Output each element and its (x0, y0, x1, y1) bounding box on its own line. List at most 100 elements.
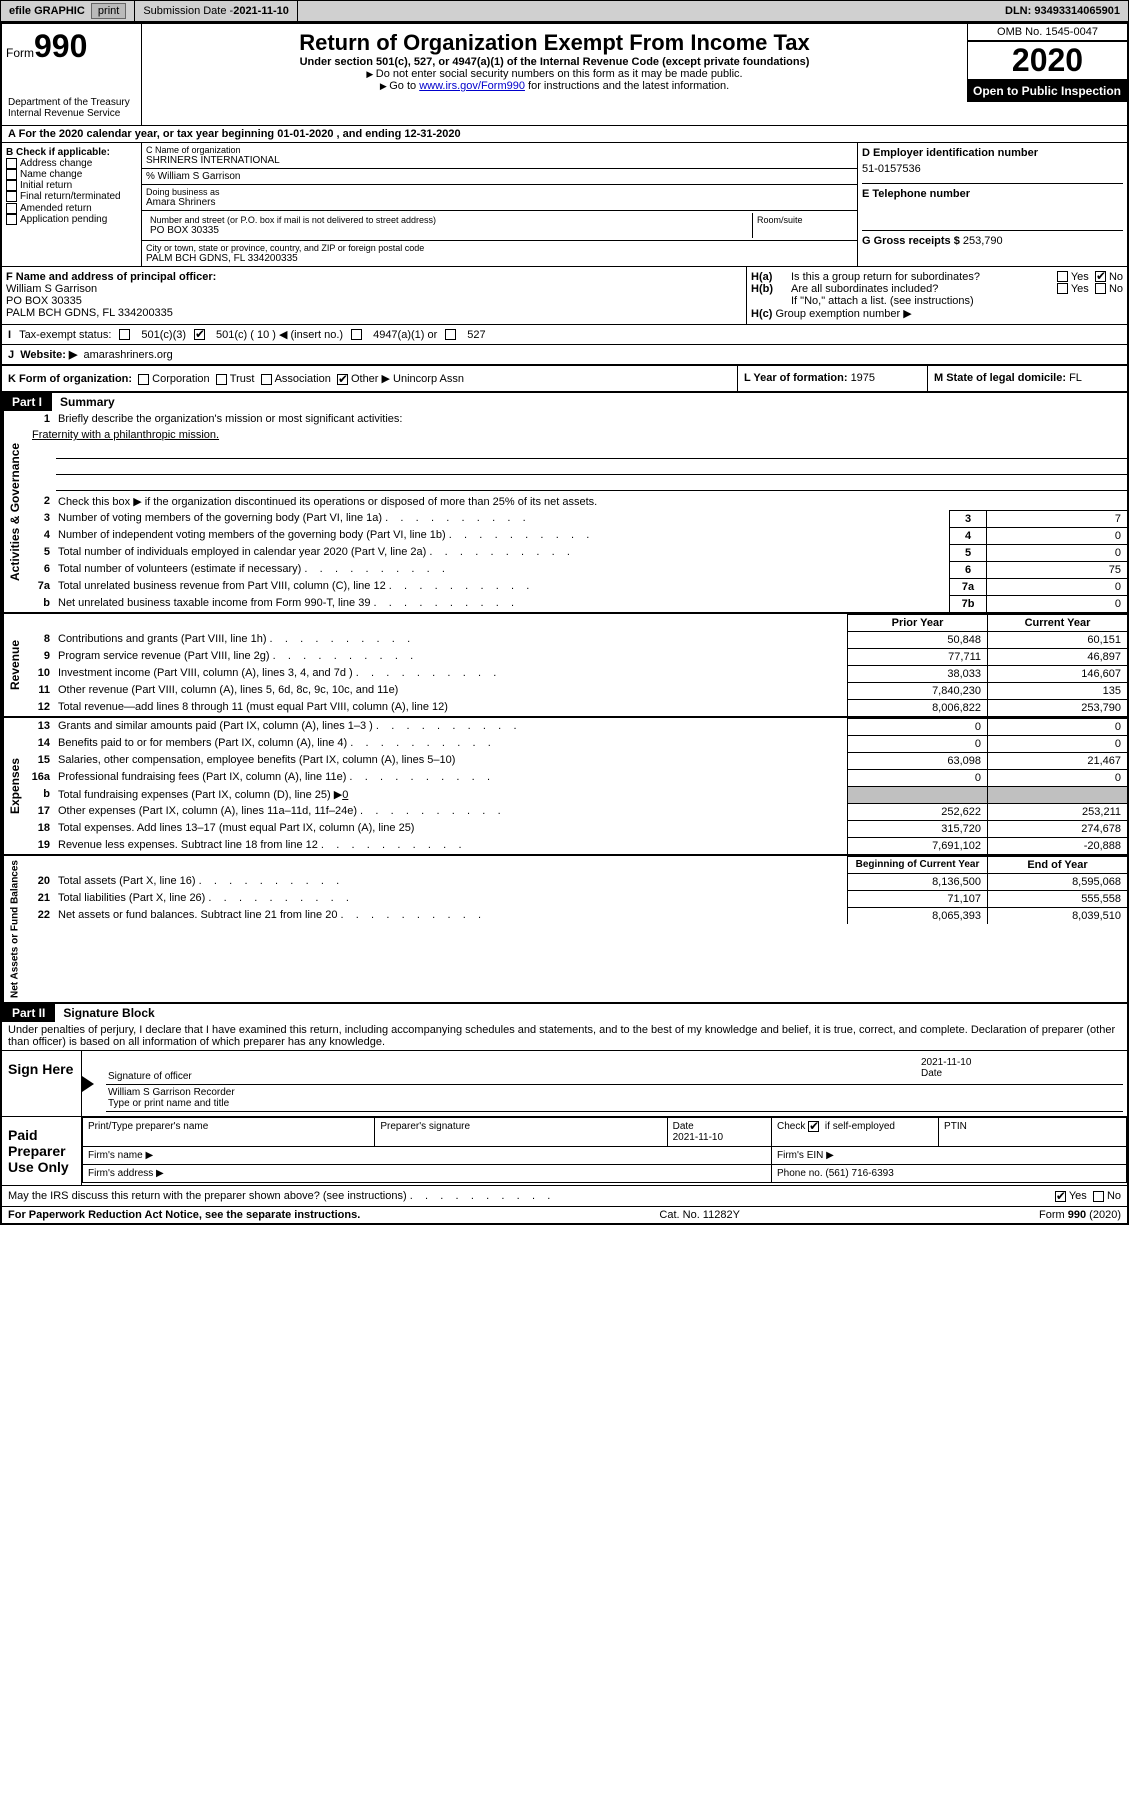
year-box: 2020 (967, 41, 1127, 80)
chk-501c[interactable] (194, 329, 205, 340)
right-boxes: OMB No. 1545-0047 2020 Open to Public In… (967, 24, 1127, 125)
street: PO BOX 30335 (150, 225, 748, 236)
part-ii-header: Part IISignature Block (2, 1004, 1127, 1022)
side-gov: Activities & Governance (2, 411, 26, 612)
form-container: Form990 Department of the Treasury Inter… (0, 22, 1129, 1225)
chk-corp[interactable] (138, 374, 149, 385)
chk-trust[interactable] (216, 374, 227, 385)
box-l: L Year of formation: 1975 (737, 366, 927, 391)
print-button[interactable]: print (91, 3, 126, 19)
chk-assoc[interactable] (261, 374, 272, 385)
gross-receipts: G Gross receipts $ 253,790 (862, 230, 1123, 247)
chk-initial[interactable] (6, 180, 17, 191)
row-a: A For the 2020 calendar year, or tax yea… (2, 126, 1127, 143)
box-deg: D Employer identification number 51-0157… (857, 143, 1127, 266)
irs-link[interactable]: www.irs.gov/Form990 (419, 80, 525, 92)
box-b-label: B Check if applicable: (6, 147, 137, 158)
side-net: Net Assets or Fund Balances (2, 856, 26, 1002)
form-number-cell: Form990 Department of the Treasury Inter… (2, 24, 142, 125)
l7b: Net unrelated business taxable income fr… (54, 595, 949, 612)
form-word: Form (6, 46, 34, 60)
ptin-hdr: PTIN (939, 1118, 1127, 1147)
chk-address[interactable] (6, 158, 17, 169)
sign-here-label: Sign Here (2, 1051, 82, 1116)
v4: 0 (987, 527, 1127, 544)
chk-501c3[interactable] (119, 329, 130, 340)
officer-name: William S Garrison (6, 283, 742, 295)
arrow-icon (82, 1076, 94, 1092)
hdr-prior: Prior Year (847, 614, 987, 631)
form-title: Return of Organization Exempt From Incom… (148, 30, 961, 56)
c-name-label: C Name of organization (146, 145, 853, 155)
firm-ein: Firm's EIN ▶ (772, 1147, 1127, 1165)
l17: Other expenses (Part IX, column (A), lin… (54, 803, 847, 820)
l9: Program service revenue (Part VIII, line… (54, 648, 847, 665)
chk-other[interactable] (337, 374, 348, 385)
care-of: % William S Garrison (142, 169, 857, 185)
l22: Net assets or fund balances. Subtract li… (54, 907, 847, 924)
net-assets-section: Net Assets or Fund Balances Beginning of… (2, 856, 1127, 1004)
h-note: If "No," attach a list. (see instruction… (751, 295, 1123, 307)
ha-no[interactable] (1095, 271, 1106, 282)
l13: Grants and similar amounts paid (Part IX… (54, 718, 847, 735)
v3: 7 (987, 510, 1127, 527)
side-exp: Expenses (2, 718, 26, 854)
mission: Fraternity with a philanthropic mission. (32, 429, 219, 441)
v5: 0 (987, 544, 1127, 561)
hdr-current: Current Year (987, 614, 1127, 631)
city: PALM BCH GDNS, FL 334200335 (146, 253, 853, 264)
l8: Contributions and grants (Part VIII, lin… (54, 631, 847, 648)
v7a: 0 (987, 578, 1127, 595)
f-label: F Name and address of principal officer: (6, 271, 742, 283)
goto-note: Go to www.irs.gov/Form990 for instructio… (148, 80, 961, 92)
l6: Total number of volunteers (estimate if … (54, 561, 949, 578)
bcdeg-grid: B Check if applicable: Address change Na… (2, 143, 1127, 267)
chk-amended[interactable] (6, 203, 17, 214)
street-label: Number and street (or P.O. box if mail i… (150, 215, 748, 225)
hb-yes[interactable] (1057, 283, 1068, 294)
l7a: Total unrelated business revenue from Pa… (54, 578, 949, 595)
discuss-yes[interactable] (1055, 1191, 1066, 1202)
org-name: SHRINERS INTERNATIONAL (146, 155, 853, 166)
chk-4947[interactable] (351, 329, 362, 340)
v6: 75 (987, 561, 1127, 578)
l5: Total number of individuals employed in … (54, 544, 949, 561)
room-label: Room/suite (757, 215, 849, 225)
chk-name[interactable] (6, 169, 17, 180)
paid-label: Paid Preparer Use Only (2, 1117, 82, 1185)
ha-yes[interactable] (1057, 271, 1068, 282)
firm-addr: Firm's address ▶ (83, 1165, 772, 1183)
l21: Total liabilities (Part X, line 26) (54, 890, 847, 907)
self-emp: Check if self-employed (772, 1118, 939, 1147)
title-cell: Return of Organization Exempt From Incom… (142, 24, 967, 125)
hb-no[interactable] (1095, 283, 1106, 294)
firm-name: Firm's name ▶ (83, 1147, 772, 1165)
sig-date-val: 2021-11-10 (921, 1057, 1121, 1068)
l20: Total assets (Part X, line 16) (54, 873, 847, 890)
penalties-text: Under penalties of perjury, I declare th… (2, 1022, 1127, 1050)
form-990: 990 (34, 28, 87, 64)
submission-date: Submission Date - 2021-11-10 (135, 1, 298, 21)
l19: Revenue less expenses. Subtract line 18 … (54, 837, 847, 854)
l16a: Professional fundraising fees (Part IX, … (54, 769, 847, 786)
sig-officer-label: Signature of officer (108, 1071, 921, 1082)
chk-final[interactable] (6, 191, 17, 202)
discuss-no[interactable] (1093, 1191, 1104, 1202)
efile-label: efile GRAPHIC print (1, 1, 135, 21)
l18: Total expenses. Add lines 13–17 (must eq… (54, 820, 847, 837)
website-row: J Website: ▶ amarashriners.org (2, 345, 1127, 366)
officer-addr2: PALM BCH GDNS, FL 334200335 (6, 307, 742, 319)
expenses-section: Expenses 13Grants and similar amounts pa… (2, 718, 1127, 856)
chk-527[interactable] (445, 329, 456, 340)
chk-selfemp[interactable] (808, 1121, 819, 1132)
l2: Check this box ▶ if the organization dis… (54, 493, 1127, 510)
phone-val (862, 200, 1123, 230)
chk-pending[interactable] (6, 214, 17, 225)
revenue-section: Revenue Prior YearCurrent Year 8Contribu… (2, 614, 1127, 718)
dln: DLN: 93493314065901 (997, 1, 1128, 21)
tax-status-row: ITax-exempt status: 501(c)(3) 501(c) ( 1… (2, 325, 1127, 345)
dba: Amara Shriners (146, 197, 853, 208)
prep-name-hdr: Print/Type preparer's name (83, 1118, 375, 1147)
ein-label: D Employer identification number (862, 147, 1123, 159)
type-label: Type or print name and title (108, 1098, 1121, 1109)
